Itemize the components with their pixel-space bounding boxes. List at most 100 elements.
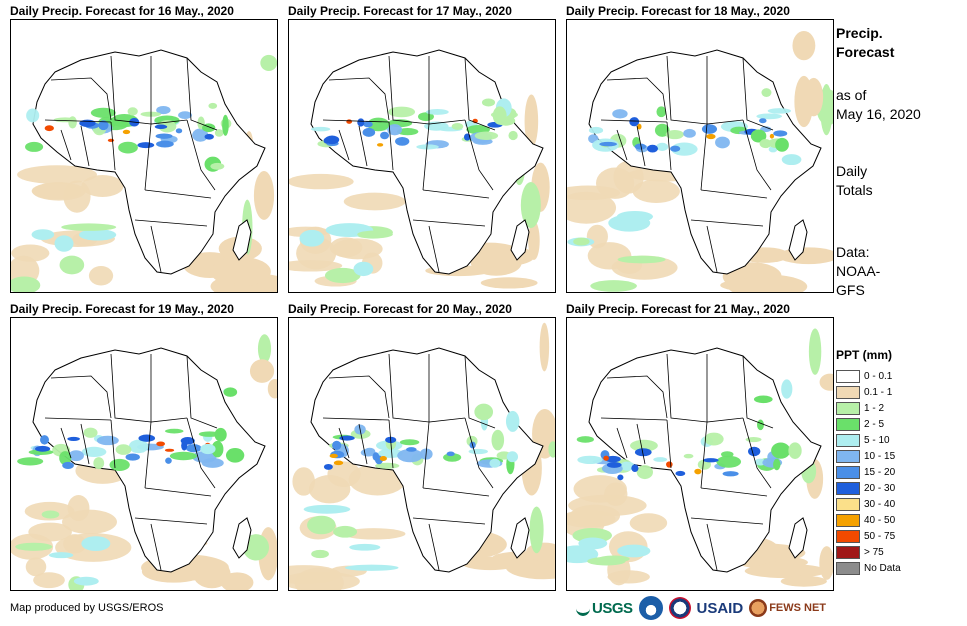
madagascar-landmass: [232, 517, 252, 559]
rain-belt-cell: [468, 448, 489, 455]
east-africa-rain: [208, 102, 218, 109]
legend-label: 40 - 50: [864, 514, 896, 526]
light-rain-area: [67, 494, 90, 522]
rain-belt-cell: [656, 106, 667, 118]
country-border: [742, 57, 774, 131]
rain-belt-cell: [90, 107, 116, 118]
rain-belt-cell: [619, 461, 635, 471]
rain-belt-cell: [399, 439, 420, 446]
rain-belt-cell: [17, 457, 44, 466]
country-border: [666, 55, 708, 125]
legend-item: 5 - 10: [836, 432, 956, 448]
rain-belt-cell: [96, 435, 119, 446]
legend-item: > 75: [836, 544, 956, 560]
moderate-rain-area: [617, 544, 651, 558]
legend-item: 50 - 75: [836, 528, 956, 544]
heavy-rain-cell: [634, 448, 652, 457]
africa-landmass: [32, 49, 266, 275]
country-border: [388, 55, 430, 125]
heavy-rain-cell: [702, 458, 719, 463]
east-africa-rain: [210, 162, 225, 170]
heavy-rain-cell: [380, 131, 390, 140]
legend-label: 0 - 0.1: [864, 370, 893, 382]
rain-belt-cell: [756, 113, 782, 120]
precip-map: [288, 317, 556, 591]
rain-belt-cell: [388, 106, 416, 118]
daily-totals-label: Daily Totals: [836, 162, 956, 200]
country-border: [422, 421, 430, 489]
coastal-rain-area: [792, 31, 816, 61]
coastal-rain-area: [819, 373, 833, 391]
data-source-line: Data:: [836, 244, 870, 260]
africa-map-svg: [11, 334, 277, 590]
coastal-rain-area: [548, 441, 555, 458]
country-border: [150, 225, 162, 273]
legend-label: 5 - 10: [864, 434, 890, 446]
country-border: [666, 121, 672, 171]
coastal-rain-area: [808, 328, 822, 375]
extreme-rain-cell: [666, 461, 673, 468]
moderate-rain-area: [590, 280, 637, 292]
coastal-rain-area: [804, 77, 824, 117]
moderate-rain-area: [307, 515, 336, 535]
heavy-rain-cell: [357, 118, 365, 127]
east-africa-rain: [211, 440, 224, 458]
legend-swatch: [836, 529, 860, 543]
rain-belt-cell: [127, 107, 138, 116]
legend-swatch: [836, 369, 860, 383]
legend-rows: 0 - 0.1 0.1 - 1 1 - 2 2 - 5 5 - 10 10 - 15 15 …: [836, 368, 956, 576]
moderate-rain-area: [357, 230, 393, 239]
heavy-rain-cell: [722, 471, 739, 477]
partner-logos: USGS USAID FEWS NET: [576, 596, 826, 620]
extreme-rain-cell: [706, 133, 716, 140]
country-border: [412, 219, 486, 227]
moderate-rain-area: [311, 549, 329, 559]
country-border: [50, 77, 112, 121]
heavy-rain-cell: [604, 455, 621, 463]
country-border: [50, 375, 112, 419]
heavy-rain-cell: [40, 435, 49, 445]
rain-belt-cell: [115, 444, 132, 455]
country-border: [186, 119, 216, 191]
east-africa-rain: [222, 114, 229, 136]
coastal-rain-area: [528, 221, 540, 261]
legend-item: 10 - 15: [836, 448, 956, 464]
country-border: [358, 125, 368, 167]
rain-belt-cell: [715, 136, 730, 149]
country-border: [60, 129, 72, 161]
light-rain-area: [81, 174, 124, 198]
legend-item: 30 - 40: [836, 496, 956, 512]
country-border: [422, 487, 490, 497]
country-border: [144, 189, 212, 199]
panel-title: Daily Precip. Forecast for 16 May., 2020: [10, 4, 234, 18]
legend-item: 2 - 5: [836, 416, 956, 432]
moderate-rain-area: [349, 543, 381, 551]
africa-map-svg: [289, 49, 550, 289]
rain-belt-cell: [671, 142, 698, 156]
legend-swatch: [836, 481, 860, 495]
heavy-rain-cell: [446, 451, 455, 457]
heavy-rain-cell: [631, 464, 639, 472]
east-africa-rain: [773, 458, 781, 471]
heavy-rain-cell: [606, 461, 622, 468]
precip-map: [10, 19, 278, 293]
country-border: [690, 219, 764, 227]
heavy-rain-cell: [175, 128, 183, 134]
rain-belt-cell: [577, 455, 603, 465]
madagascar-landmass: [232, 219, 252, 261]
east-africa-rain: [761, 88, 772, 97]
coastal-rain-area: [249, 359, 275, 383]
heavy-rain-cell: [204, 133, 214, 140]
rain-belt-cell: [310, 126, 331, 132]
heavy-rain-cell: [323, 137, 331, 144]
heavy-rain-cell: [748, 446, 761, 457]
data-source: Data: NOAA- GFS: [836, 243, 956, 300]
moderate-rain-area: [324, 267, 361, 284]
rain-belt-cell: [68, 116, 77, 129]
rain-belt-cell: [683, 453, 694, 459]
moderate-rain-area: [78, 229, 117, 241]
country-border: [422, 123, 430, 191]
map-credit: Map produced by USGS/EROS: [10, 602, 164, 614]
light-rain-area: [32, 182, 86, 201]
extreme-rain-cell: [694, 468, 702, 475]
